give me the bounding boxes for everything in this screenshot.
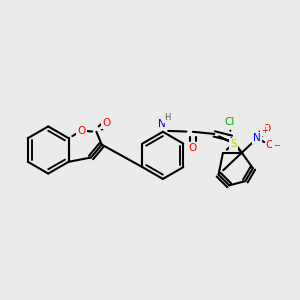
Text: O: O bbox=[77, 126, 86, 136]
Text: Cl: Cl bbox=[224, 117, 235, 127]
Text: S: S bbox=[230, 139, 237, 148]
Text: N: N bbox=[158, 119, 166, 129]
Text: −: − bbox=[273, 141, 280, 150]
Text: O: O bbox=[266, 140, 274, 150]
Text: O: O bbox=[263, 124, 271, 134]
Text: H: H bbox=[164, 113, 170, 122]
Text: +: + bbox=[261, 126, 268, 135]
Text: O: O bbox=[189, 143, 197, 153]
Text: O: O bbox=[102, 118, 110, 128]
Text: N: N bbox=[253, 133, 261, 143]
